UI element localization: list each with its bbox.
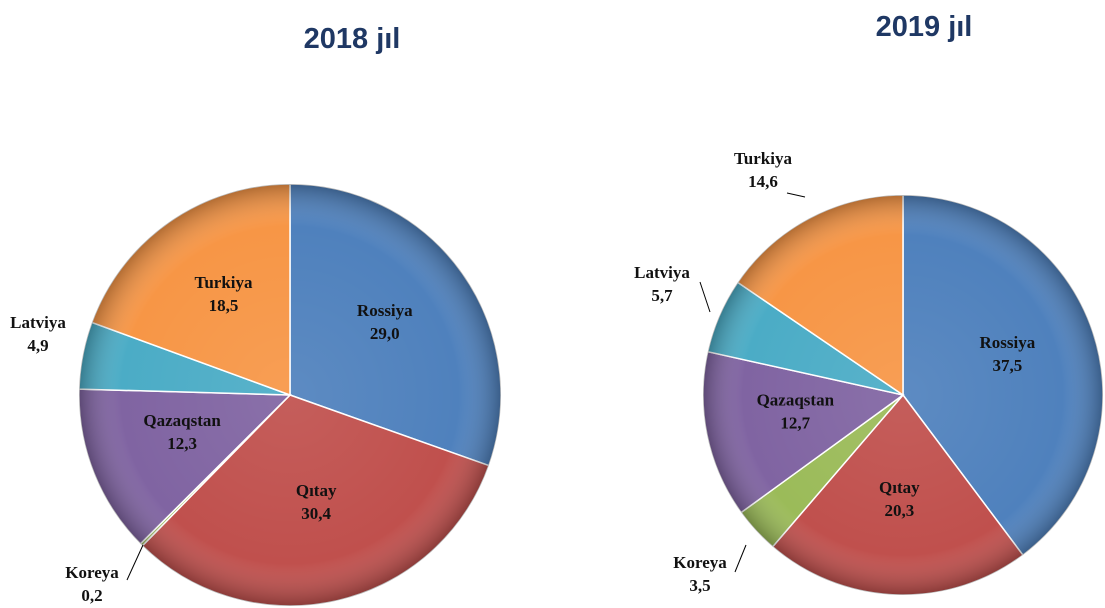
slice-value: 37,5	[992, 356, 1022, 375]
slice-label: Qazaqstan	[757, 390, 835, 409]
slice-label: Rossiya	[357, 301, 413, 320]
leader-line	[126, 544, 144, 581]
leader-line	[699, 281, 711, 313]
leader-line	[786, 192, 806, 198]
slice-label: Qazaqstan	[143, 411, 221, 430]
slice-value: 3,5	[689, 576, 710, 595]
slice-label: Latviya	[634, 263, 690, 282]
chart-title: 2019 jıl	[876, 11, 973, 43]
slice-label: Latviya	[10, 313, 66, 332]
slice-label: Koreya	[673, 553, 727, 572]
slice-label: Turkiya	[734, 149, 792, 168]
leader-line	[734, 544, 747, 573]
slice-value: 18,5	[209, 296, 239, 315]
slice-value: 20,3	[884, 501, 914, 520]
slice-value: 4,9	[27, 336, 48, 355]
slice-label: Rossiya	[979, 333, 1035, 352]
chart-title: 2018 jıl	[304, 23, 401, 55]
slice-label: Qıtay	[879, 478, 920, 497]
slice-value: 5,7	[651, 286, 673, 305]
slice-value: 30,4	[301, 504, 331, 523]
slice-value: 14,6	[748, 172, 778, 191]
slice-value: 12,3	[167, 434, 197, 453]
slice-label: Qıtay	[296, 481, 337, 500]
slice-value: 0,2	[81, 586, 102, 605]
slice-label: Turkiya	[195, 273, 253, 292]
slice-value: 29,0	[370, 324, 400, 343]
slice-label: Koreya	[65, 563, 119, 582]
slice-value: 12,7	[780, 413, 810, 432]
